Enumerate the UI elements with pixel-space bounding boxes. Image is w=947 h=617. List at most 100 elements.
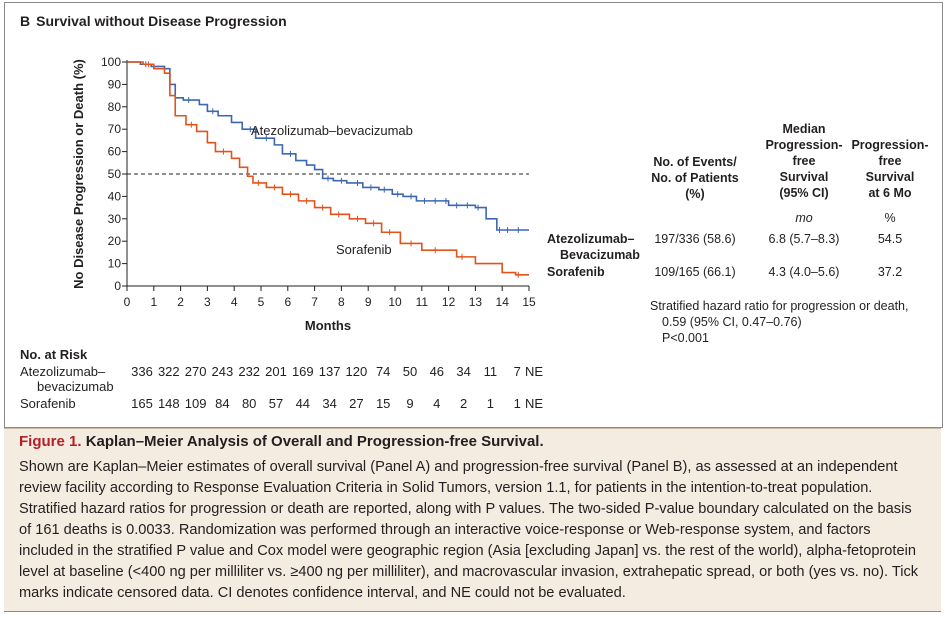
risk-value: 74 [376,364,390,379]
panel-title-text: Survival without Disease Progression [36,13,287,29]
stats-header-median: Survival [780,170,829,184]
x-tick-label: 9 [365,295,372,309]
risk-value: 4 [433,396,440,411]
risk-value: 7 [514,364,521,379]
risk-row-label: bevacizumab [37,379,114,394]
stats-header-median: free [793,154,816,168]
risk-value: 80 [242,396,256,411]
x-axis-title: Months [305,318,351,333]
stats-header-events: No. of Patients [651,171,739,185]
y-axis-title: No Disease Progression or Death (%) [71,59,86,289]
risk-value: 50 [403,364,417,379]
stats-row-median: 6.8 (5.7–8.3) [769,232,840,246]
risk-table-title: No. at Risk [20,347,88,362]
stats-header-median: Median [782,122,825,136]
x-tick-label: 10 [388,295,402,309]
y-tick-label: 20 [108,234,122,248]
stats-header-median: (95% CI) [779,186,828,200]
stats-header-median: Progression- [765,138,842,152]
risk-value: 169 [292,364,314,379]
risk-value: 120 [346,364,368,379]
x-tick-label: 6 [284,295,291,309]
risk-value: 109 [185,396,207,411]
x-tick-label: 11 [416,295,429,309]
risk-row-label: Atezolizumab– [20,364,106,379]
risk-value: 9 [406,396,413,411]
risk-value: 11 [484,364,498,379]
risk-value: 84 [215,396,229,411]
risk-value: 34 [322,396,336,411]
stats-row-group: Sorafenib [547,265,605,279]
x-tick-label: 7 [311,295,318,309]
x-tick-label: 8 [338,295,345,309]
hazard-ratio-line: 0.59 (95% CI, 0.47–0.76) [662,315,802,329]
stats-unit-pfs6: % [884,211,895,225]
risk-value: 165 [131,396,153,411]
y-tick-label: 10 [108,257,122,271]
x-tick-label: 0 [124,295,131,309]
stats-row-median: 4.3 (4.0–5.6) [769,265,840,279]
x-tick-label: 2 [177,295,184,309]
x-tick-label: 14 [496,295,510,309]
risk-value: 34 [456,364,470,379]
risk-value: 44 [296,396,310,411]
y-tick-label: 50 [108,167,122,181]
stats-header-pfs6: Survival [866,170,915,184]
y-tick-label: 40 [108,189,122,203]
risk-value: 270 [185,364,207,379]
figure-panel: B Survival without Disease Progression 0 1… [4,2,943,428]
risk-value: 243 [212,364,234,379]
caption-body: Shown are Kaplan–Meier estimates of over… [19,459,919,601]
caption-title: Figure 1. Kaplan–Meier Analysis of Overa… [19,433,544,450]
risk-row-label: Sorafenib [20,396,76,411]
panel-letter: B [20,13,31,29]
risk-value: 201 [265,364,287,379]
risk-value: 15 [376,396,390,411]
stats-row-group: Bevacizumab [560,248,640,262]
hazard-ratio-line: Stratified hazard ratio for progression … [650,299,908,313]
risk-value: 57 [269,396,283,411]
x-tick-label: 15 [522,295,536,309]
stats-row-events: 197/336 (58.6) [654,232,735,246]
stats-row-events: 109/165 (66.1) [654,265,735,279]
y-tick-label: 80 [108,100,122,114]
x-tick-label: 4 [231,295,238,309]
series-label-sorafenib: Sorafenib [336,242,392,257]
stats-row-group: Atezolizumab– [547,232,635,246]
stats-unit-median: mo [795,211,812,225]
risk-value: 148 [158,396,180,411]
panel-title: B Survival without Disease Progression [20,13,287,29]
stats-header-pfs6: Progression- [851,138,928,152]
stats-header-events: (%) [685,187,704,201]
risk-value: 1 [487,396,494,411]
risk-value: 232 [238,364,260,379]
km-curve-atezolizumab [127,61,529,231]
risk-value: 27 [349,396,363,411]
risk-value: 336 [131,364,153,379]
bottom-rule [4,611,941,612]
stats-row-pfs6: 37.2 [878,265,902,279]
caption-figure-number: Figure 1. [19,433,82,450]
y-tick-label: 70 [108,122,122,136]
stats-header-pfs6: free [879,154,902,168]
hazard-ratio-line: P<0.001 [662,331,709,345]
caption-title-text: Kaplan–Meier Analysis of Overall and Pro… [85,433,544,450]
x-tick-label: 3 [204,295,211,309]
risk-value: NE [525,396,543,411]
figure-caption: Figure 1. Kaplan–Meier Analysis of Overa… [4,428,941,611]
y-tick-label: 90 [108,77,122,91]
y-tick-label: 0 [114,279,121,293]
y-tick-label: 100 [101,55,121,69]
x-tick-label: 5 [258,295,265,309]
x-tick-label: 12 [442,295,456,309]
risk-value: 137 [319,364,341,379]
risk-value: 322 [158,364,180,379]
risk-value: 1 [514,396,521,411]
y-tick-label: 60 [108,145,122,159]
y-tick-label: 30 [108,212,122,226]
km-curve-sorafenib [127,61,529,276]
risk-value: 46 [430,364,444,379]
stats-header-pfs6: at 6 Mo [868,186,911,200]
stats-header-events: No. of Events/ [653,155,737,169]
